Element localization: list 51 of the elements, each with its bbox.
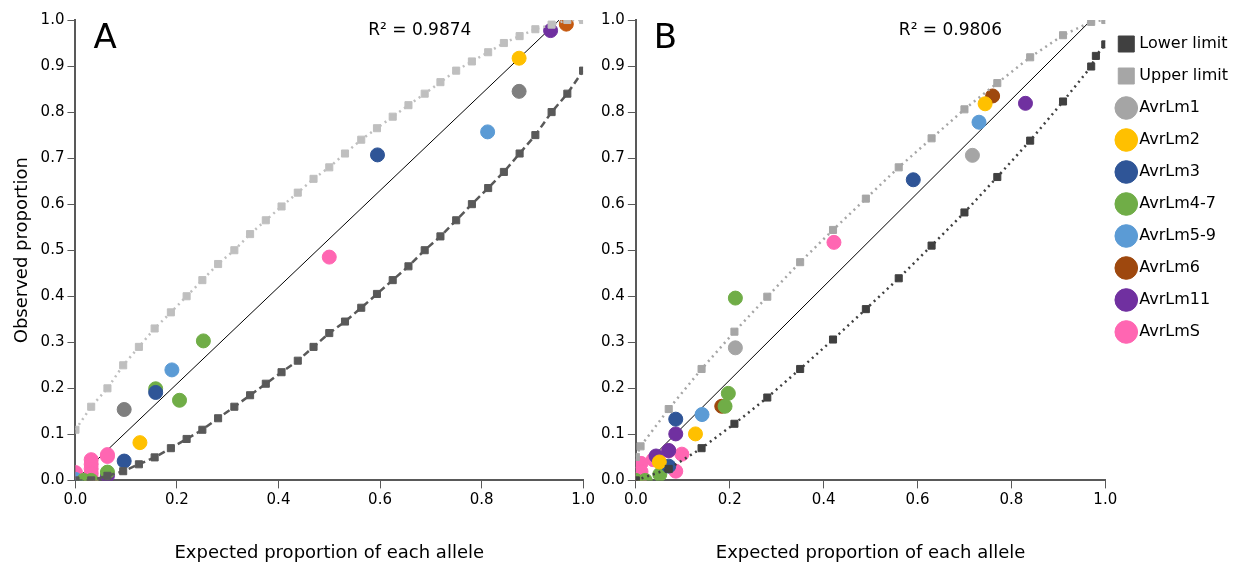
legend-label: AvrLm3 bbox=[1139, 161, 1201, 181]
x-axis-title: Expected proportion of each allele bbox=[174, 540, 485, 562]
x-tick-label: 0.0 bbox=[623, 490, 648, 509]
x-tick-label: 0.0 bbox=[63, 490, 88, 509]
y-tick-label: 0.5 bbox=[40, 240, 65, 259]
legend-label: AvrLm6 bbox=[1139, 257, 1201, 277]
legend-label: AvrLm4-7 bbox=[1139, 193, 1216, 213]
x-tick-label: 0.2 bbox=[717, 490, 742, 509]
y-tick-label: 0.1 bbox=[40, 424, 65, 443]
x-axis-title: Expected proportion of each allele bbox=[715, 540, 1026, 562]
x-tick-label: 0.8 bbox=[999, 490, 1024, 509]
y-tick-label: 0.7 bbox=[601, 148, 625, 167]
y-tick-label: 0.3 bbox=[40, 332, 65, 351]
y-tick-label: 0.0 bbox=[601, 470, 625, 489]
legend-label: Upper limit bbox=[1139, 65, 1229, 85]
y-tick-label: 1.0 bbox=[601, 9, 625, 28]
y-tick-label: 0.5 bbox=[601, 240, 625, 259]
y-tick-label: 0.4 bbox=[601, 286, 625, 305]
y-tick-label: 0.4 bbox=[40, 286, 65, 305]
legend-label: AvrLm11 bbox=[1139, 289, 1211, 309]
annotation: B bbox=[653, 15, 678, 56]
y-tick-label: 0.7 bbox=[40, 148, 65, 167]
y-tick-label: 0.6 bbox=[601, 194, 625, 213]
y-tick-label: 0.2 bbox=[601, 378, 625, 397]
annotation: R² = 0.9806 bbox=[898, 18, 1002, 39]
annotation: R² = 0.9874 bbox=[368, 18, 472, 39]
y-tick-label: 1.0 bbox=[40, 9, 65, 28]
y-tick-label: 0.9 bbox=[601, 55, 625, 74]
legend-label: AvrLm5-9 bbox=[1139, 225, 1216, 245]
x-tick-label: 0.4 bbox=[266, 490, 291, 509]
x-tick-label: 0.6 bbox=[368, 490, 392, 509]
y-tick-label: 0.1 bbox=[601, 424, 625, 443]
x-tick-label: 0.4 bbox=[811, 490, 836, 509]
y-tick-label: 0.3 bbox=[601, 332, 625, 351]
y-tick-label: 0.9 bbox=[40, 55, 65, 74]
y-tick-label: 0.8 bbox=[601, 101, 625, 120]
x-tick-label: 1.0 bbox=[571, 490, 595, 509]
annotation: A bbox=[93, 15, 117, 56]
y-tick-label: 0.8 bbox=[40, 101, 65, 120]
x-tick-label: 0.6 bbox=[905, 490, 930, 509]
legend-label: AvrLmS bbox=[1139, 321, 1200, 341]
y-tick-label: 0.6 bbox=[40, 194, 65, 213]
legend-label: AvrLm2 bbox=[1139, 129, 1201, 149]
y-tick-label: 0.0 bbox=[40, 470, 65, 489]
x-tick-label: 1.0 bbox=[1093, 490, 1118, 509]
legend-label: AvrLm1 bbox=[1139, 97, 1201, 117]
y-tick-label: 0.2 bbox=[40, 378, 65, 397]
x-tick-label: 0.2 bbox=[165, 490, 189, 509]
legend-label: Lower limit bbox=[1139, 33, 1228, 53]
x-tick-label: 0.8 bbox=[469, 490, 494, 509]
y-axis-title: Observed proportion bbox=[10, 157, 32, 344]
